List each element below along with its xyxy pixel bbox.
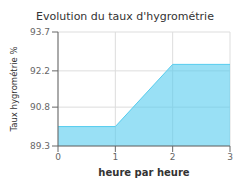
svg-text:93.7: 93.7	[30, 27, 50, 37]
svg-text:90.8: 90.8	[30, 102, 50, 112]
svg-text:2: 2	[170, 152, 176, 162]
svg-text:Taux hygrométrie %: Taux hygrométrie %	[9, 46, 19, 132]
svg-text:92.2: 92.2	[30, 66, 50, 76]
svg-text:1: 1	[112, 152, 118, 162]
svg-text:3: 3	[227, 152, 233, 162]
svg-text:heure par heure: heure par heure	[98, 167, 189, 178]
svg-text:89.3: 89.3	[30, 141, 50, 151]
svg-text:0: 0	[55, 152, 61, 162]
html-text:Evolution du taux d'hygrométri: Evolution du taux d'hygrométrie	[36, 10, 214, 23]
